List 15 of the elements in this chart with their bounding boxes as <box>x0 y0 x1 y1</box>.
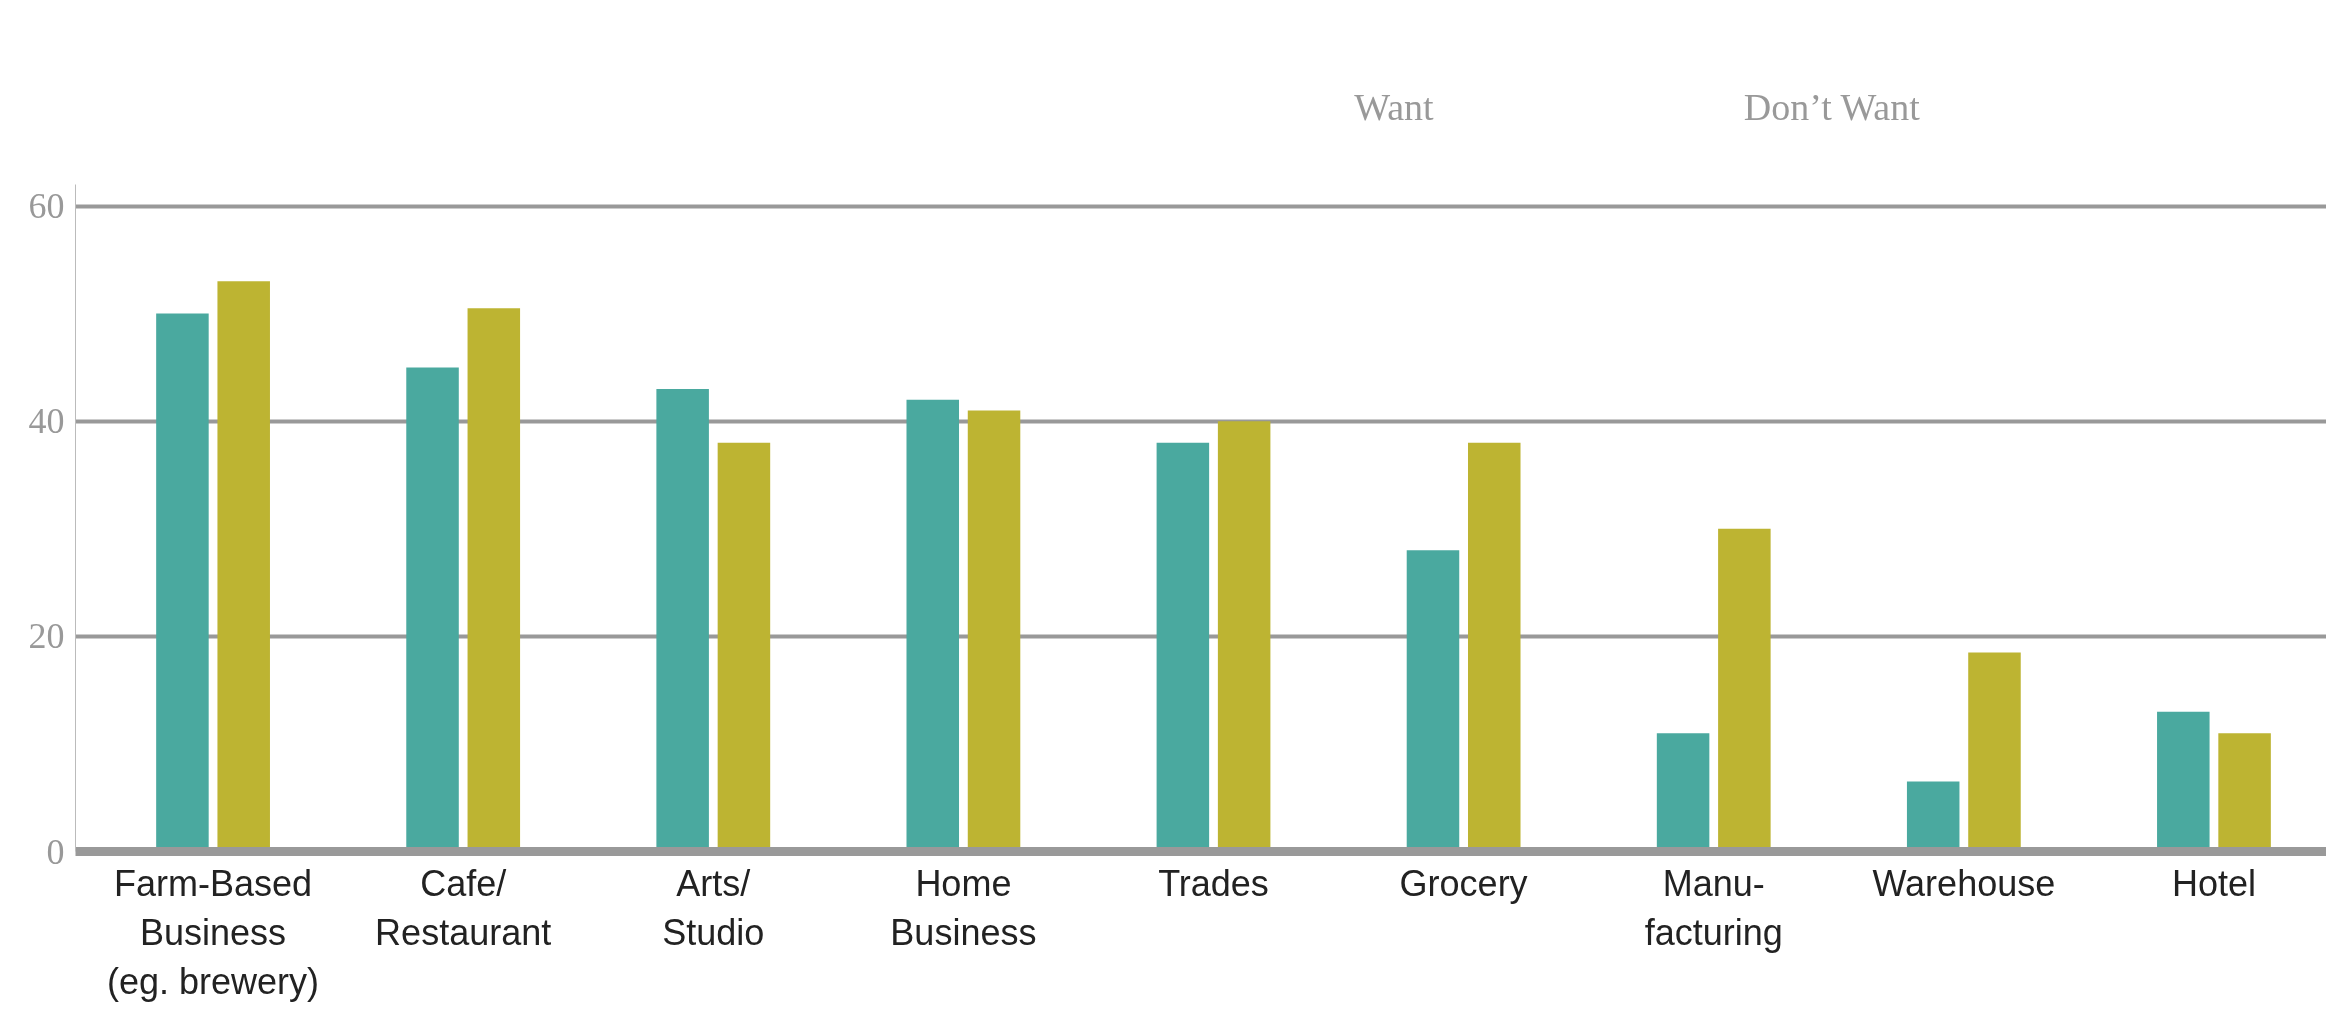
text: Want <box>1354 86 1435 129</box>
x-tick-label: Home Business <box>890 862 1037 953</box>
x-tick-label: Warehouse <box>1872 862 2056 904</box>
y-tick-label: 0 <box>46 831 65 872</box>
x-tick-label: Trades <box>1158 862 1269 904</box>
x-tick-label: Hotel <box>2171 862 2256 904</box>
y-tick-label: 60 <box>28 186 65 227</box>
x-tick-label: Cafe/ Restaurant <box>375 862 552 953</box>
x-tick-label: Grocery <box>1399 862 1528 904</box>
y-tick-label: 40 <box>28 401 65 442</box>
text: Don’t Want <box>1743 86 1921 129</box>
x-tick-label: Farm-Based Business (eg. brewery) <box>107 862 320 1002</box>
x-tick-label: Manu- facturing <box>1644 862 1783 953</box>
x-tick-label: Arts/ Studio <box>662 862 765 953</box>
y-tick-label: 20 <box>28 616 65 657</box>
